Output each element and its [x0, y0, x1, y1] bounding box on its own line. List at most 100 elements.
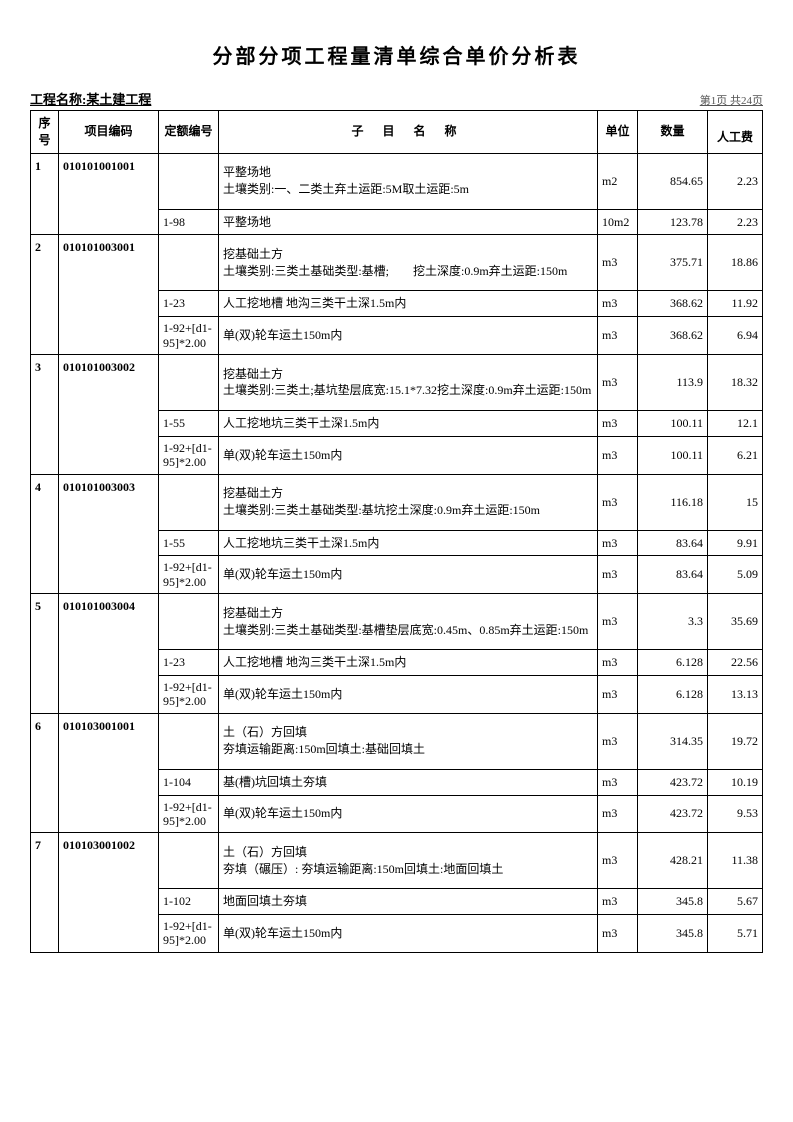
- th-unit: 单位: [598, 111, 638, 154]
- cell-labor: 15: [708, 474, 763, 530]
- cell-name: 土（石）方回填夯填（碾压）: 夯填运输距离:150m回填土:地面回填土: [219, 833, 598, 889]
- cell-quota: 1-92+[d1-95]*2.00: [159, 317, 219, 355]
- cell-labor: 22.56: [708, 650, 763, 676]
- cell-quota: 1-23: [159, 650, 219, 676]
- cell-quota: 1-92+[d1-95]*2.00: [159, 675, 219, 713]
- cell-unit: m3: [598, 556, 638, 594]
- cell-seq: 2: [31, 235, 59, 355]
- cell-name: 挖基础土方土壤类别:三类土;基坑垫层底宽:15.1*7.32挖土深度:0.9m弃…: [219, 354, 598, 410]
- cell-name: 单(双)轮车运土150m内: [219, 436, 598, 474]
- cell-qty: 345.8: [638, 915, 708, 953]
- cell-unit: m3: [598, 235, 638, 291]
- table-body: 1010101001001平整场地土壤类别:一、二类土弃土运距:5M取土运距:5…: [31, 153, 763, 952]
- cell-labor: 5.67: [708, 889, 763, 915]
- cell-unit: m3: [598, 769, 638, 795]
- cell-code: 010101003004: [59, 594, 159, 714]
- cell-quota: 1-92+[d1-95]*2.00: [159, 436, 219, 474]
- cell-labor: 2.23: [708, 153, 763, 209]
- cell-qty: 314.35: [638, 713, 708, 769]
- cell-code: 010103001001: [59, 713, 159, 833]
- cell-qty: 368.62: [638, 317, 708, 355]
- cell-quota: [159, 354, 219, 410]
- cell-unit: m2: [598, 153, 638, 209]
- cell-name: 挖基础土方土壤类别:三类土基础类型:基坑挖土深度:0.9m弃土运距:150m: [219, 474, 598, 530]
- cell-seq: 7: [31, 833, 59, 953]
- cell-unit: m3: [598, 317, 638, 355]
- cell-unit: m3: [598, 410, 638, 436]
- cell-qty: 113.9: [638, 354, 708, 410]
- table-row: 1010101001001平整场地土壤类别:一、二类土弃土运距:5M取土运距:5…: [31, 153, 763, 209]
- cell-qty: 83.64: [638, 530, 708, 556]
- th-qty: 数量: [638, 111, 708, 154]
- cell-name: 单(双)轮车运土150m内: [219, 556, 598, 594]
- page-indicator: 第1页 共24页: [700, 92, 763, 108]
- cell-quota: 1-98: [159, 209, 219, 235]
- cell-qty: 854.65: [638, 153, 708, 209]
- cell-labor: 2.23: [708, 209, 763, 235]
- cell-qty: 368.62: [638, 291, 708, 317]
- cell-unit: m3: [598, 795, 638, 833]
- th-seq: 序号: [31, 111, 59, 154]
- cell-code: 010101003003: [59, 474, 159, 594]
- cell-qty: 83.64: [638, 556, 708, 594]
- cell-unit: m3: [598, 713, 638, 769]
- cell-quota: [159, 833, 219, 889]
- cell-quota: 1-55: [159, 530, 219, 556]
- cell-name: 平整场地土壤类别:一、二类土弃土运距:5M取土运距:5m: [219, 153, 598, 209]
- th-quota: 定额编号: [159, 111, 219, 154]
- cell-name: 单(双)轮车运土150m内: [219, 915, 598, 953]
- cell-quota: [159, 235, 219, 291]
- cell-quota: [159, 594, 219, 650]
- cell-qty: 423.72: [638, 769, 708, 795]
- cell-quota: 1-55: [159, 410, 219, 436]
- cell-seq: 3: [31, 354, 59, 474]
- cell-labor: 6.21: [708, 436, 763, 474]
- table-row: 6010103001001土（石）方回填夯填运输距离:150m回填土:基础回填土…: [31, 713, 763, 769]
- cell-name: 单(双)轮车运土150m内: [219, 675, 598, 713]
- cell-labor: 11.38: [708, 833, 763, 889]
- table-row: 7010103001002土（石）方回填夯填（碾压）: 夯填运输距离:150m回…: [31, 833, 763, 889]
- cell-qty: 423.72: [638, 795, 708, 833]
- cell-labor: 5.71: [708, 915, 763, 953]
- cell-unit: m3: [598, 354, 638, 410]
- cell-qty: 6.128: [638, 650, 708, 676]
- analysis-table: 序号 项目编码 定额编号 子 目 名 称 单位 数量 人工费 101010100…: [30, 110, 763, 953]
- table-row: 5010101003004挖基础土方土壤类别:三类土基础类型:基槽垫层底宽:0.…: [31, 594, 763, 650]
- project-name-line: 工程名称:某土建工程: [30, 89, 151, 108]
- cell-name: 人工挖地槽 地沟三类干土深1.5m内: [219, 650, 598, 676]
- cell-labor: 9.91: [708, 530, 763, 556]
- cell-labor: 19.72: [708, 713, 763, 769]
- cell-name: 单(双)轮车运土150m内: [219, 795, 598, 833]
- cell-code: 010101003002: [59, 354, 159, 474]
- cell-unit: m3: [598, 833, 638, 889]
- cell-quota: 1-92+[d1-95]*2.00: [159, 795, 219, 833]
- cell-name: 基(槽)坑回填土夯填: [219, 769, 598, 795]
- cell-seq: 4: [31, 474, 59, 594]
- cell-labor: 6.94: [708, 317, 763, 355]
- cell-qty: 345.8: [638, 889, 708, 915]
- page-title: 分部分项工程量清单综合单价分析表: [30, 40, 763, 69]
- cell-code: 010101003001: [59, 235, 159, 355]
- table-row: 2010101003001挖基础土方土壤类别:三类土基础类型:基槽; 挖土深度:…: [31, 235, 763, 291]
- th-code: 项目编码: [59, 111, 159, 154]
- cell-labor: 9.53: [708, 795, 763, 833]
- cell-seq: 6: [31, 713, 59, 833]
- cell-qty: 428.21: [638, 833, 708, 889]
- cell-unit: 10m2: [598, 209, 638, 235]
- cell-name: 单(双)轮车运土150m内: [219, 317, 598, 355]
- cell-unit: m3: [598, 474, 638, 530]
- cell-name: 地面回填土夯填: [219, 889, 598, 915]
- cell-qty: 100.11: [638, 436, 708, 474]
- cell-qty: 6.128: [638, 675, 708, 713]
- cell-name: 人工挖地坑三类干土深1.5m内: [219, 410, 598, 436]
- cell-quota: [159, 474, 219, 530]
- cell-unit: m3: [598, 650, 638, 676]
- table-header: 序号 项目编码 定额编号 子 目 名 称 单位 数量 人工费: [31, 111, 763, 154]
- cell-labor: 18.32: [708, 354, 763, 410]
- cell-quota: 1-92+[d1-95]*2.00: [159, 556, 219, 594]
- cell-qty: 3.3: [638, 594, 708, 650]
- cell-unit: m3: [598, 889, 638, 915]
- cell-labor: 10.19: [708, 769, 763, 795]
- cell-unit: m3: [598, 915, 638, 953]
- cell-name: 平整场地: [219, 209, 598, 235]
